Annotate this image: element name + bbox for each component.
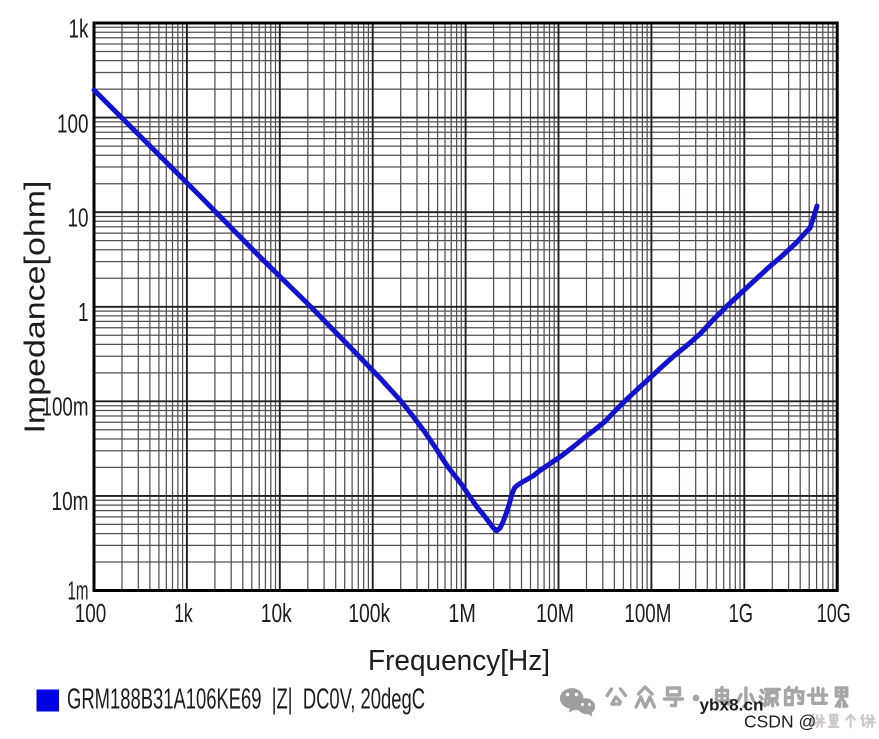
svg-text:1G: 1G — [729, 600, 754, 628]
svg-text:Frequency[Hz]: Frequency[Hz] — [368, 645, 550, 677]
svg-text:100: 100 — [75, 600, 107, 628]
svg-text:100k: 100k — [348, 600, 390, 628]
svg-text:1: 1 — [78, 299, 89, 327]
svg-text:10m: 10m — [52, 488, 89, 516]
svg-text:10M: 10M — [536, 600, 574, 628]
svg-text:10: 10 — [68, 205, 89, 233]
svg-text:10k: 10k — [261, 600, 292, 628]
svg-text:CSDN @: CSDN @ — [744, 712, 816, 732]
svg-text:100: 100 — [57, 110, 89, 138]
svg-text:10G: 10G — [817, 600, 851, 628]
svg-text:1k: 1k — [69, 15, 89, 43]
svg-text:100m: 100m — [42, 394, 89, 422]
svg-text:1M: 1M — [448, 600, 476, 628]
svg-text:1m: 1m — [68, 578, 89, 606]
svg-text:100M: 100M — [624, 600, 671, 628]
svg-text:ybx8.cn: ybx8.cn — [700, 697, 764, 715]
svg-text:1k: 1k — [174, 600, 193, 628]
svg-text:Impedance[ohm]: Impedance[ohm] — [20, 181, 52, 434]
svg-text:GRM188B31A106KE69 |Z| DC0V,: GRM188B31A106KE69 |Z| DC0V, 20degC — [67, 684, 425, 716]
